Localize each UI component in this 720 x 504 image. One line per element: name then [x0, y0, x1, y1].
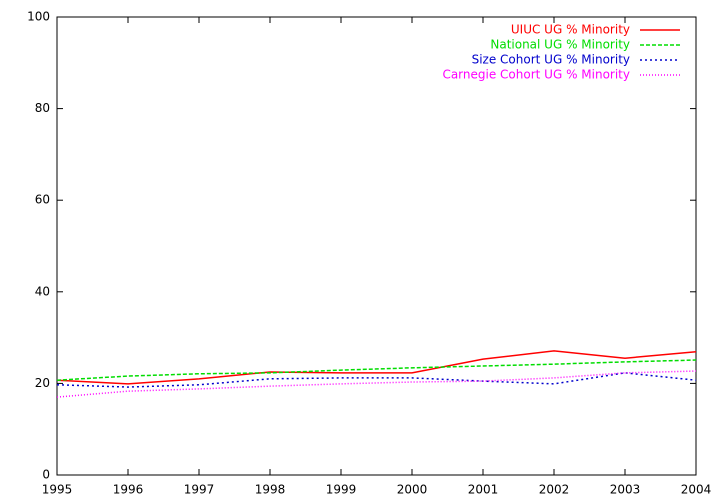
- x-tick-label: 2000: [397, 483, 428, 497]
- series-line: [56, 372, 697, 388]
- legend-label: Carnegie Cohort UG % Minority: [442, 68, 630, 82]
- x-tick-label: 2002: [539, 483, 570, 497]
- x-tick-label: 1995: [42, 483, 73, 497]
- legend-label: Size Cohort UG % Minority: [472, 53, 630, 67]
- x-tick-label: 1999: [326, 483, 357, 497]
- plot-frame: [56, 16, 697, 476]
- y-tick-label: 60: [35, 193, 50, 207]
- legend-label: National UG % Minority: [490, 38, 630, 52]
- x-tick-label: 1998: [255, 483, 286, 497]
- y-tick-label: 80: [35, 101, 50, 115]
- series-line: [56, 350, 697, 385]
- x-tick-label: 1996: [113, 483, 144, 497]
- y-tick-label: 20: [35, 376, 50, 390]
- y-tick-label: 0: [42, 468, 50, 482]
- x-tick-label: 2004: [681, 483, 712, 497]
- x-tick-label: 1997: [184, 483, 215, 497]
- y-tick-label: 100: [27, 10, 50, 24]
- x-tick-label: 2003: [610, 483, 641, 497]
- legend-label: UIUC UG % Minority: [511, 23, 630, 37]
- series-line: [56, 370, 697, 398]
- y-tick-label: 40: [35, 284, 50, 298]
- x-tick-label: 2001: [468, 483, 499, 497]
- series-line: [56, 359, 697, 381]
